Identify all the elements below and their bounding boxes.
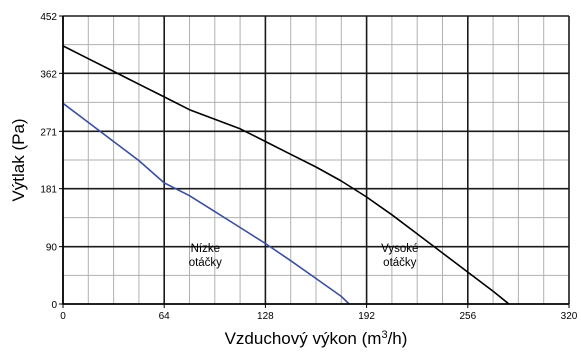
annotations: Nízke otáčky Vysoké otáčky xyxy=(189,243,419,269)
series-line-1 xyxy=(62,45,510,305)
y-tick-label: 362 xyxy=(40,69,57,80)
y-tick-label: 181 xyxy=(40,185,57,196)
grid xyxy=(62,15,570,305)
x-axis-label: Vzduchový výkon (m3/h) xyxy=(225,329,408,348)
annotation-label-2: otáčky xyxy=(383,257,416,269)
x-tick-label: 320 xyxy=(561,311,578,322)
x-tick-label: 128 xyxy=(257,311,274,322)
y-axis-label: Výtlak (Pa) xyxy=(9,118,28,201)
series-line-2 xyxy=(62,102,350,305)
y-tick-label: 0 xyxy=(51,300,57,311)
series-lines xyxy=(62,45,510,305)
annotation-label-1: otáčky xyxy=(189,257,222,269)
x-tick-label: 192 xyxy=(358,311,375,322)
y-tick-label: 452 xyxy=(40,12,57,23)
x-axis-label-main: Vzduchový výkon (m xyxy=(225,329,382,348)
tick-labels: 0 64 128 192 256 320 0 90 181 271 362 452 xyxy=(40,12,577,322)
x-tick-label: 0 xyxy=(60,311,66,322)
y-tick-label: 90 xyxy=(46,243,58,254)
x-axis-label-tail: /h) xyxy=(388,329,408,348)
annotation-label-1: Nízke xyxy=(191,243,220,255)
x-axis-label-sup: 3 xyxy=(381,329,387,341)
y-tick-label: 271 xyxy=(40,127,57,138)
axes xyxy=(59,15,570,308)
x-tick-label: 256 xyxy=(459,311,476,322)
x-tick-label: 64 xyxy=(159,311,171,322)
annotation-label-2: Vysoké xyxy=(381,243,418,255)
